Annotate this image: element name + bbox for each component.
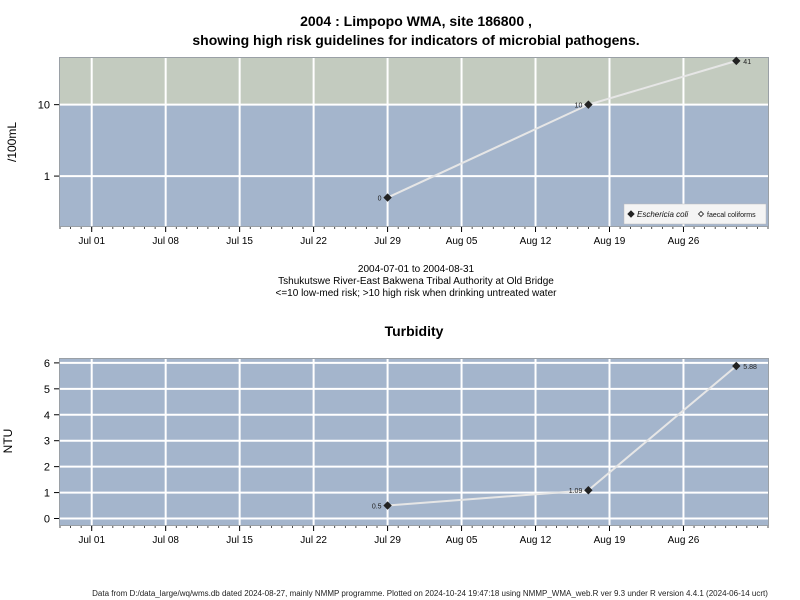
microbial-data-label: 41: [743, 59, 751, 66]
turbidity-data-label: 5.88: [743, 364, 757, 371]
chart-title-line2: showing high risk guidelines for indicat…: [192, 32, 640, 48]
microbial-data-label: 0: [378, 196, 382, 203]
turbidity-data-point: [732, 361, 741, 371]
microbial-x-tick-label: Jul 01: [78, 236, 105, 247]
caption-site-name: Tshukutswe River-East Bakwena Tribal Aut…: [278, 276, 554, 287]
microbial-x-tick-label: Jul 29: [374, 236, 401, 247]
legend-faecal-coliforms-label: faecal coliforms: [707, 212, 756, 219]
turbidity-title: Turbidity: [384, 323, 444, 339]
turbidity-x-tick-label: Aug 05: [446, 535, 478, 546]
microbial-data-label: 10: [575, 103, 583, 110]
turbidity-data-point: [383, 501, 392, 510]
microbial-x-tick-label: Jul 08: [152, 236, 179, 247]
turbidity-y-tick-label: 0: [44, 514, 50, 526]
legend-faecal-coliforms-marker: [697, 210, 705, 218]
turbidity-plot-background: [60, 359, 768, 525]
turbidity-x-tick-label: Aug 12: [520, 535, 552, 546]
microbial-x-tick-label: Jul 15: [226, 236, 253, 247]
caption-date-range: 2004-07-01 to 2004-08-31: [357, 264, 475, 275]
turbidity-y-tick-label: 1: [44, 488, 50, 500]
turbidity-y-tick-label: 6: [44, 358, 50, 370]
microbial-x-tick-label: Aug 19: [594, 236, 626, 247]
turbidity-data-label: 1.09: [569, 488, 583, 495]
turbidity-x-tick-label: Aug 19: [594, 535, 626, 546]
turbidity-data-point: [584, 486, 593, 495]
microbial-y-tick-label: 10: [38, 100, 50, 112]
turbidity-x-tick-label: Jul 01: [78, 535, 105, 546]
microbial-data-point: [584, 100, 593, 109]
turbidity-x-tick-label: Jul 29: [374, 535, 401, 546]
turbidity-data-label: 0.5: [372, 504, 382, 511]
turbidity-x-tick-label: Aug 26: [668, 535, 700, 546]
turbidity-x-tick-label: Jul 22: [300, 535, 327, 546]
legend-ecoli-label: Eschericia coli: [637, 210, 688, 219]
legend-ecoli-marker: [627, 210, 635, 218]
turbidity-x-tick-label: Jul 15: [226, 535, 253, 546]
microbial-y-tick-label: 1: [44, 171, 50, 183]
high-risk-band: [60, 58, 768, 105]
chart-title-line1: 2004 : Limpopo WMA, site 186800 ,: [300, 13, 532, 29]
microbial-x-tick-label: Aug 26: [668, 236, 700, 247]
microbial-x-tick-label: Jul 22: [300, 236, 327, 247]
turbidity-y-tick-label: 3: [44, 436, 50, 448]
microbial-data-point: [383, 193, 392, 202]
legend-box: [623, 203, 767, 225]
microbial-x-tick-label: Aug 05: [446, 236, 478, 247]
microbial-data-point: [732, 56, 741, 66]
microbial-x-tick-label: Aug 12: [520, 236, 552, 247]
turbidity-chart: Jul 01 Jul 08 Jul 15 Jul 22 Jul 29 Aug 05 Aug …: [44, 358, 769, 546]
footer-note: Data from D:/data_large/wq/wms.db dated …: [92, 589, 768, 598]
turbidity-y-tick-label: 4: [44, 410, 50, 422]
turbidity-x-tick-label: Jul 08: [152, 535, 179, 546]
turbidity-y-tick-label: 5: [44, 384, 50, 396]
caption-risk-guideline: <=10 low-med risk; >10 high risk when dr…: [275, 288, 557, 299]
microbial-chart: Jul 01 Jul 08 Jul 15 Jul 22 Jul 29 Aug 05 Aug …: [38, 56, 769, 247]
turbidity-y-tick-label: 2: [44, 462, 50, 474]
